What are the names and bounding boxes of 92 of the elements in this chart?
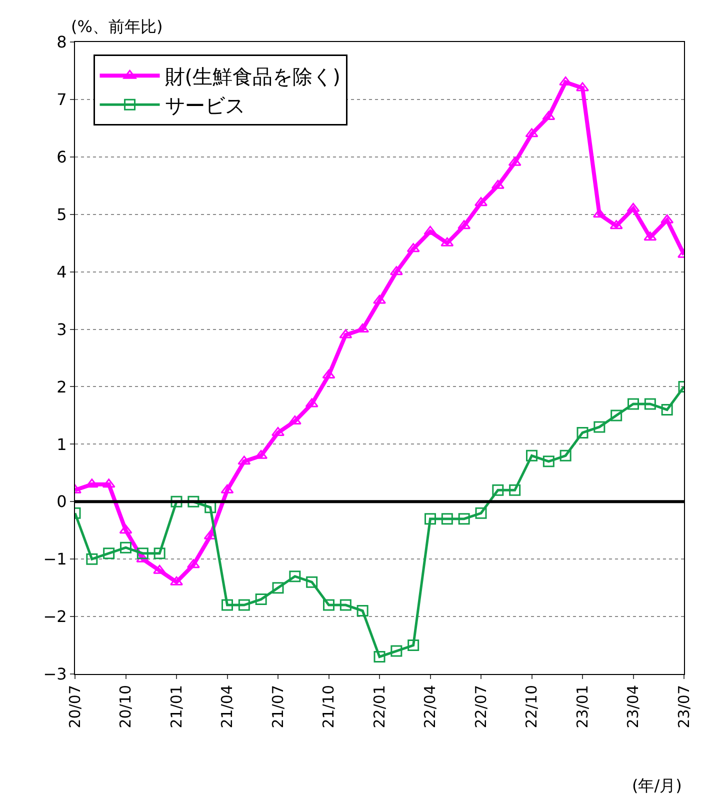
point (103, 548, 115, 560)
point (222, 599, 233, 611)
point (408, 640, 420, 652)
y-tick-label: −3 (43, 664, 67, 684)
point (102, 478, 116, 488)
point (154, 548, 166, 560)
x-tick-label: 20/07 (66, 685, 84, 728)
y-axis-title: (%、前年比) (71, 17, 163, 36)
point (644, 232, 657, 241)
y-tick-label: −2 (43, 607, 67, 626)
y-tick-label: 4 (56, 262, 67, 282)
point (136, 553, 150, 562)
point (626, 202, 640, 212)
point (610, 410, 622, 422)
point (542, 456, 554, 468)
point (272, 582, 284, 594)
point (492, 484, 504, 496)
point (628, 398, 639, 410)
point (390, 645, 402, 657)
point (254, 450, 268, 459)
x-tick-label: 22/10 (522, 685, 541, 728)
point (136, 548, 148, 560)
point (289, 570, 301, 582)
point (390, 266, 403, 276)
point (120, 542, 132, 554)
point (509, 484, 521, 496)
point (592, 208, 606, 218)
point (220, 484, 234, 494)
point (339, 329, 352, 338)
point (306, 576, 318, 588)
point (170, 496, 182, 508)
x-axis-title: (年/月) (632, 776, 682, 795)
point (424, 226, 437, 235)
point (424, 513, 436, 525)
point (153, 564, 166, 574)
legend-label: 財(生鮮食品を除く) (164, 64, 340, 88)
point (186, 559, 200, 568)
x-tick-label: 21/04 (218, 685, 236, 728)
y-tick-label: 2 (56, 377, 67, 396)
point (406, 243, 420, 252)
x-tick-label: 22/07 (472, 685, 490, 728)
point (458, 220, 471, 230)
point (322, 369, 336, 378)
y-tick-label: 8 (56, 32, 67, 52)
point (374, 651, 386, 663)
x-tick-label: 22/01 (370, 685, 388, 728)
y-tick-label: 3 (56, 320, 67, 339)
y-tick-label: 0 (56, 492, 67, 512)
point (340, 599, 352, 611)
point (644, 398, 656, 410)
point (542, 110, 556, 120)
y-tick-label: 1 (56, 434, 67, 454)
point (288, 415, 302, 424)
point (238, 599, 250, 611)
x-tick-label: 21/07 (268, 685, 287, 728)
x-tick-label: 20/10 (116, 685, 135, 728)
point (491, 180, 504, 189)
point (560, 450, 572, 462)
point (660, 214, 674, 224)
point (576, 426, 588, 438)
y-tick-label: 5 (56, 204, 67, 224)
x-tick-label: 23/07 (674, 685, 693, 728)
point (356, 605, 368, 617)
point (255, 594, 267, 606)
point (305, 398, 318, 408)
x-tick-label: 21/01 (167, 685, 186, 728)
point (525, 128, 538, 138)
point (475, 507, 487, 519)
point (238, 456, 251, 465)
point (441, 513, 453, 525)
y-tick-label: 7 (56, 90, 67, 110)
point (204, 530, 217, 540)
point (119, 524, 132, 534)
point (440, 237, 454, 246)
point (356, 324, 370, 333)
point (323, 599, 334, 611)
point (188, 496, 200, 508)
point (559, 76, 572, 86)
x-tick-label: 23/01 (573, 685, 592, 728)
point (508, 156, 522, 166)
y-tick-label: 6 (56, 148, 67, 167)
x-tick-label: 22/04 (421, 685, 440, 728)
point (661, 404, 673, 416)
x-tick-label: 21/10 (320, 685, 338, 728)
point (86, 553, 98, 565)
point (610, 220, 623, 230)
legend-label: サービス (164, 93, 245, 118)
x-tick-label: 23/04 (624, 685, 642, 728)
point (594, 421, 606, 433)
y-tick-label: −1 (43, 550, 67, 569)
point (526, 450, 538, 462)
point (458, 513, 470, 525)
